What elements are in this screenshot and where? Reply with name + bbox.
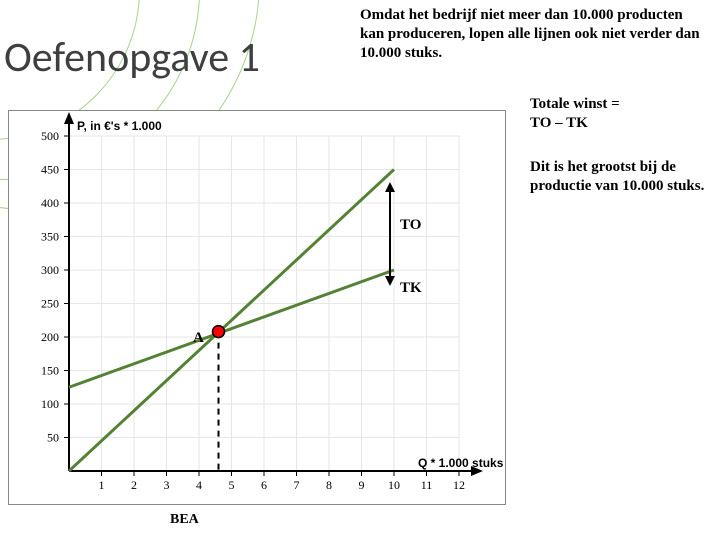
y-axis-label: P, in €'s * 1.000 [77, 119, 162, 133]
svg-text:200: 200 [41, 330, 59, 344]
chart-container: P, in €'s * 1.000 1234567891011125010015… [8, 110, 506, 505]
svg-text:7: 7 [294, 478, 300, 492]
svg-text:8: 8 [326, 478, 332, 492]
svg-text:9: 9 [359, 478, 365, 492]
svg-text:250: 250 [41, 297, 59, 311]
svg-text:450: 450 [41, 163, 59, 177]
equation-line: TO – TK [530, 114, 710, 133]
break-even-label: A [193, 330, 204, 347]
svg-text:2: 2 [131, 478, 137, 492]
x-axis-label: Q * 1.000 stuks [418, 456, 712, 516]
svg-text:6: 6 [261, 478, 267, 492]
svg-text:4: 4 [196, 478, 202, 492]
svg-text:10: 10 [388, 478, 400, 492]
equation-block: Totale winst = TO – TK [530, 95, 710, 133]
svg-text:500: 500 [41, 129, 59, 143]
note-text: Dit is het grootst bij de productie van … [530, 158, 710, 196]
svg-text:1: 1 [99, 478, 105, 492]
svg-text:300: 300 [41, 263, 59, 277]
svg-text:100: 100 [41, 397, 59, 411]
svg-text:50: 50 [47, 431, 59, 445]
svg-text:5: 5 [229, 478, 235, 492]
chart-svg: 1234567891011125010015020025030035040045… [9, 111, 507, 506]
svg-text:150: 150 [41, 364, 59, 378]
equation-line: Totale winst = [530, 95, 710, 114]
svg-text:3: 3 [164, 478, 170, 492]
svg-text:350: 350 [41, 230, 59, 244]
series-label-tk: TK [400, 280, 422, 297]
intro-text: Omdat het bedrijf niet meer dan 10.000 p… [360, 6, 700, 62]
svg-text:400: 400 [41, 196, 59, 210]
gap-arrow [380, 180, 400, 290]
footer-label: BEA [170, 512, 199, 528]
page-title: Oefenopgave 1 [4, 32, 260, 83]
series-label-to: TO [400, 217, 421, 234]
